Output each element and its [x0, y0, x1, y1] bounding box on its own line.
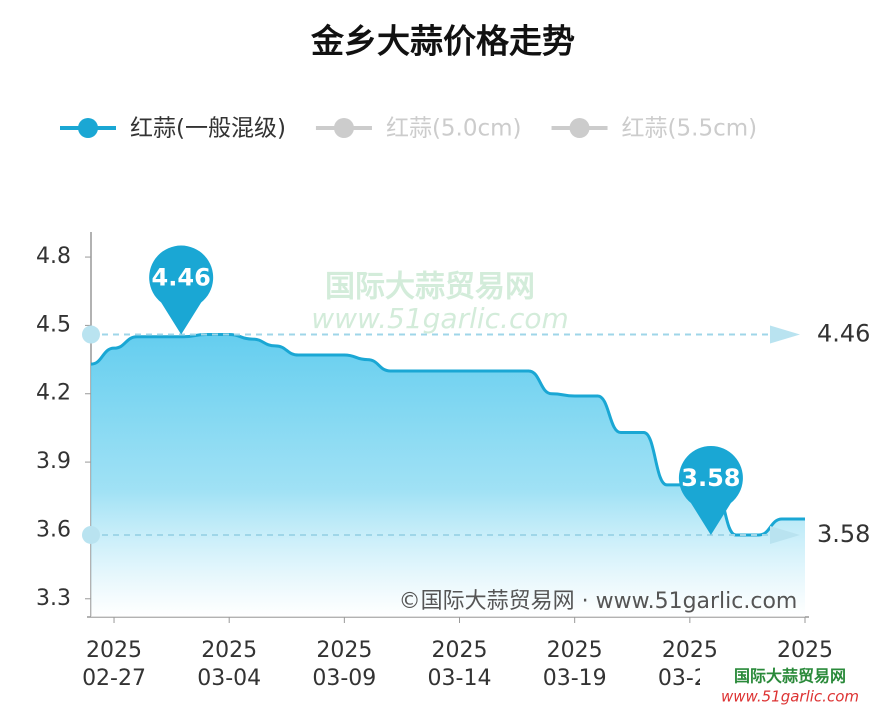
pin	[678, 446, 743, 535]
y-tick-label: 3.3	[36, 586, 71, 611]
corner-url: www.51garlic.com	[721, 688, 859, 706]
watermark-url: www.51garlic.com	[311, 302, 569, 335]
legend-dot	[333, 118, 354, 138]
ref-arrow	[770, 325, 800, 344]
legend-dot	[78, 118, 98, 138]
y-tick-label: 4.8	[36, 244, 71, 269]
legend-label: 红蒜(5.0cm)	[386, 116, 522, 142]
x-tick-label: 2025 03-04	[197, 638, 261, 691]
y-tick-label: 4.2	[36, 381, 71, 406]
area	[91, 334, 805, 617]
legend: 红蒜(一般混级) 红蒜(5.0cm) 红蒜(5.5cm)	[60, 116, 757, 142]
x-tick-label: 2025 03-14	[428, 638, 492, 691]
legend-label: 红蒜(一般混级)	[130, 116, 286, 142]
pin	[149, 245, 214, 335]
legend-dot	[569, 118, 590, 138]
watermark-footer: ©国际大蒜贸易网 · www.51garlic.com	[399, 589, 798, 614]
corner-logo-bg	[700, 664, 880, 716]
y-tick-label: 4.5	[36, 312, 71, 337]
watermark-brand: 国际大蒜贸易网	[325, 270, 535, 305]
legend-label: 红蒜(5.5cm)	[622, 116, 758, 142]
watermark: 国际大蒜贸易网 www.51garlic.com	[311, 270, 569, 336]
pin-label: 3.58	[681, 464, 740, 492]
y-tick-label: 3.6	[36, 517, 71, 542]
chart-title: 金乡大蒜价格走势	[310, 22, 575, 61]
plot: 3.3 3.6 3.9 4.2 4.5 4.8 2025 02-27 2025 03-04 2025…	[36, 232, 870, 691]
x-tick-label: 2025 03-09	[312, 638, 376, 691]
pin-label: 4.46	[152, 264, 211, 292]
ref-label: 4.46	[817, 320, 870, 348]
x-tick-label: 2025 03-19	[543, 638, 607, 691]
ref-label: 3.58	[817, 520, 870, 548]
y-tick-label: 3.9	[36, 449, 71, 474]
ref-dot	[82, 325, 100, 344]
ref-arrow	[770, 525, 800, 544]
x-tick-label: 2025 02-27	[82, 638, 146, 691]
corner-brand: 国际大蒜贸易网	[734, 667, 846, 686]
ref-dot	[82, 525, 100, 544]
